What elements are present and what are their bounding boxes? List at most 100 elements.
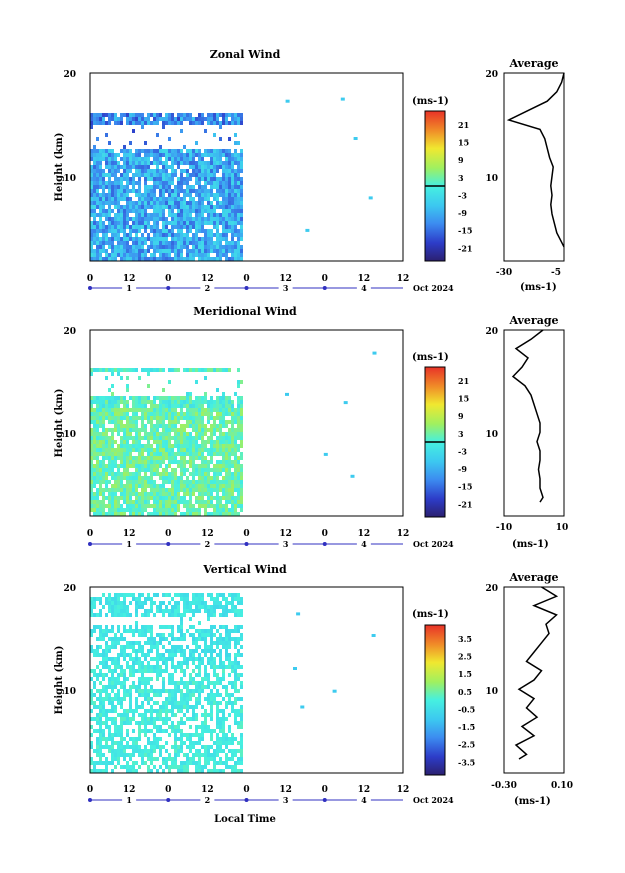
heatmap-cell <box>150 741 153 745</box>
heatmap-cell <box>228 496 231 500</box>
heatmap-cell <box>174 444 177 448</box>
heatmap-cell <box>120 368 123 372</box>
heatmap-cell <box>108 209 111 213</box>
heatmap-cell <box>171 149 174 153</box>
heatmap-cell <box>96 253 99 257</box>
heatmap-cell <box>219 368 222 372</box>
heatmap-cell <box>213 701 216 705</box>
heatmap-cell <box>156 741 159 745</box>
heatmap-cell <box>132 753 135 757</box>
heatmap-cell <box>99 753 102 757</box>
heatmap-cell <box>171 400 174 404</box>
heatmap-cell <box>204 408 207 412</box>
heatmap-cell <box>210 237 213 241</box>
heatmap-cell <box>156 169 159 173</box>
heatmap-cell <box>234 717 237 721</box>
heatmap-cell <box>228 185 231 189</box>
heatmap-cell <box>204 717 207 721</box>
heatmap-cell <box>201 472 204 476</box>
heatmap-cell <box>189 677 192 681</box>
heatmap-cell <box>99 484 102 488</box>
heatmap-cell <box>228 241 231 245</box>
heatmap-cell <box>132 649 135 653</box>
heatmap-cell <box>147 464 150 468</box>
heatmap-cell <box>132 185 135 189</box>
heatmap-cell <box>99 472 102 476</box>
heatmap-cell <box>129 508 132 512</box>
heatmap-cell <box>210 440 213 444</box>
heatmap-cell <box>99 504 102 508</box>
heatmap-cell <box>177 725 180 729</box>
heatmap-cell <box>216 677 219 681</box>
heatmap-cell <box>120 745 123 749</box>
date-suffix: Oct 2024 <box>413 539 454 549</box>
heatmap-cell <box>111 253 114 257</box>
heatmap-cell <box>156 368 159 372</box>
heatmap-cell <box>228 201 231 205</box>
heatmap-cell <box>102 769 105 773</box>
heatmap-cell <box>126 213 129 217</box>
heatmap-cell <box>108 388 111 392</box>
heatmap-cell <box>114 757 117 761</box>
heatmap-cell <box>90 725 93 729</box>
heatmap-cell <box>129 237 132 241</box>
heatmap-cell <box>210 209 213 213</box>
heatmap-cell <box>129 480 132 484</box>
heatmap-cell <box>234 641 237 645</box>
heatmap-cell <box>144 404 147 408</box>
heatmap-cell <box>204 424 207 428</box>
heatmap-cell <box>96 673 99 677</box>
heatmap-cell <box>231 737 234 741</box>
heatmap-cell <box>174 436 177 440</box>
heatmap-cell <box>132 681 135 685</box>
heatmap-cell <box>234 161 237 165</box>
heatmap-cell <box>204 609 207 613</box>
heatmap-cell <box>105 444 108 448</box>
heatmap-cell <box>126 404 129 408</box>
heatmap-cell <box>222 769 225 773</box>
heatmap-cell <box>141 225 144 229</box>
heatmap-cell <box>126 677 129 681</box>
heatmap-cell <box>90 372 93 376</box>
heatmap-cell <box>234 625 237 629</box>
heatmap-cell <box>237 653 240 657</box>
heatmap-cell <box>207 408 210 412</box>
heatmap-cell <box>141 125 144 129</box>
heatmap-cell <box>96 420 99 424</box>
heatmap-cell <box>159 229 162 233</box>
heatmap-cell <box>174 456 177 460</box>
colorbar-tick-label: 1.5 <box>458 669 472 679</box>
heatmap-cell <box>120 701 123 705</box>
heatmap-cell <box>117 209 120 213</box>
heatmap-cell <box>126 225 129 229</box>
heatmap-cell <box>231 416 234 420</box>
heatmap-cell <box>186 113 189 117</box>
heatmap-cell <box>99 161 102 165</box>
heatmap-cell <box>219 693 222 697</box>
heatmap-cell <box>201 444 204 448</box>
heatmap-cell <box>90 113 93 117</box>
heatmap-cell <box>195 428 198 432</box>
heatmap-cell <box>129 257 132 261</box>
profile-x-tick: -0.30 <box>491 781 517 791</box>
heatmap-cell <box>96 225 99 229</box>
heatmap-cell <box>141 661 144 665</box>
heatmap-cell <box>144 609 147 613</box>
heatmap-cell <box>195 657 198 661</box>
heatmap-cell <box>210 769 213 773</box>
heatmap-cell <box>198 444 201 448</box>
heatmap-cell <box>219 757 222 761</box>
heatmap-cell <box>231 693 234 697</box>
heatmap-cell <box>222 504 225 508</box>
heatmap-cell <box>156 225 159 229</box>
heatmap-cell <box>216 605 219 609</box>
heatmap-cell <box>126 484 129 488</box>
heatmap-cell <box>99 257 102 261</box>
heatmap-cell <box>150 416 153 420</box>
heatmap-cell <box>105 201 108 205</box>
heatmap-cell <box>207 257 210 261</box>
heatmap-cell <box>144 613 147 617</box>
heatmap-cell <box>150 721 153 725</box>
heatmap-cell <box>177 189 180 193</box>
heatmap-cell <box>147 384 150 388</box>
